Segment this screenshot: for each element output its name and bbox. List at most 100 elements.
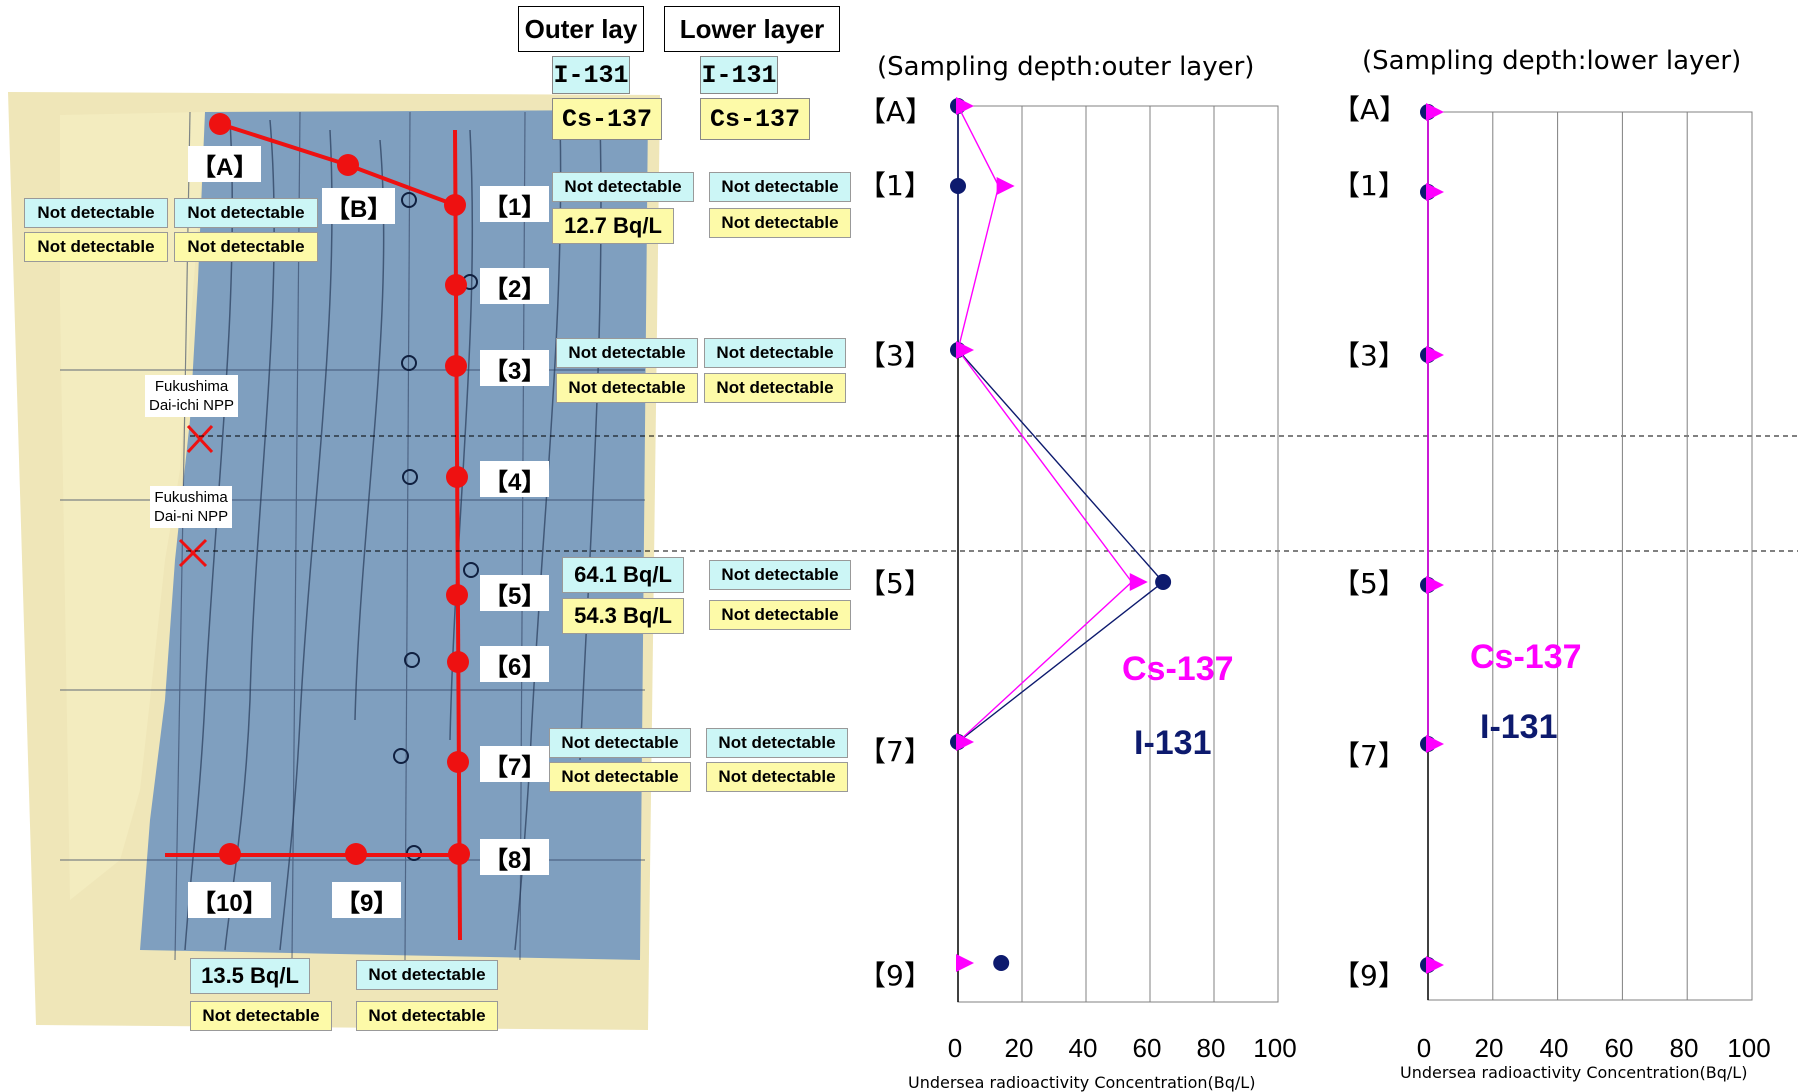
chart2-legend-cs137: Cs-137	[1470, 638, 1582, 676]
s7-i131-lower: Not detectable	[706, 728, 848, 758]
chart2-title: (Sampling depth:lower layer)	[1362, 46, 1742, 76]
ab-cs137-lower: Not detectable	[174, 232, 318, 262]
s1-cs137-outer: 12.7 Bq/L	[552, 208, 674, 244]
station-2-label: 【2】	[480, 268, 550, 304]
sampling-stations	[209, 113, 470, 865]
s3-i131-lower: Not detectable	[704, 338, 846, 368]
chart1-row-3: 【3】	[858, 339, 932, 372]
chart1-point-cs137	[956, 733, 974, 751]
chart2-row-9: 【9】	[1332, 959, 1406, 992]
chart1-point-cs137	[996, 177, 1015, 195]
chart2-row-3: 【3】	[1332, 339, 1406, 372]
ab-i131-outer: Not detectable	[24, 198, 168, 228]
chart1-point-cs137	[956, 954, 974, 972]
chart1-point-cs137	[1129, 573, 1148, 591]
chart1-legend-cs137: Cs-137	[1122, 650, 1234, 688]
station-9-label: 【9】	[332, 882, 402, 918]
chart2-row-7: 【7】	[1332, 739, 1406, 772]
lower-i131-tag: I-131	[700, 56, 778, 94]
chart2-xtick: 80	[1669, 1033, 1699, 1063]
npp1-label-line1: Fukushima	[154, 378, 229, 395]
npp1-label: Fukushima Dai-ichi NPP	[145, 375, 239, 417]
chart2-row-1: 【1】	[1332, 169, 1406, 202]
s5-cs137-outer: 54.3 Bq/L	[562, 598, 684, 634]
depth-contours	[184, 119, 602, 951]
lower-layer-header: Lower layer	[664, 6, 840, 52]
lower-cs137-tag: Cs-137	[700, 98, 810, 140]
s1-cs137-lower: Not detectable	[709, 208, 851, 238]
chart1-row-5: 【5】	[858, 567, 932, 600]
chart1-point-cs137	[956, 97, 974, 115]
chart1-xlabel: Undersea radioactivity Concentration(Bq/…	[908, 1073, 1256, 1092]
chart1-point-i131	[950, 178, 966, 194]
npp-markers	[178, 424, 214, 568]
chart1-title: (Sampling depth:outer layer)	[877, 52, 1255, 82]
chart1-xtick: 20	[1004, 1033, 1034, 1063]
station-4-label: 【4】	[480, 461, 550, 497]
chart1-legend-i131: I-131	[1134, 724, 1212, 762]
chart2-xtick: 20	[1474, 1033, 1504, 1063]
s1-i131-lower: Not detectable	[709, 172, 851, 202]
chart1-xtick: 0	[947, 1033, 963, 1063]
chart2-point-cs137	[1426, 346, 1444, 364]
chart1-point-cs137	[956, 341, 974, 359]
s9-cs137-lower: Not detectable	[356, 1001, 498, 1031]
s9-i131-outer: 13.5 Bq/L	[190, 958, 310, 994]
chart2-row-a: 【A】	[1332, 93, 1408, 126]
chart1-row-9: 【9】	[858, 959, 932, 992]
chart2-point-cs137	[1426, 183, 1444, 201]
chart1-row-7: 【7】	[858, 735, 932, 768]
outer-layer-header: Outer lay	[518, 6, 644, 52]
chart2-point-cs137	[1426, 576, 1444, 594]
s1-i131-outer: Not detectable	[552, 172, 694, 202]
s3-cs137-outer: Not detectable	[556, 373, 698, 403]
ab-i131-lower: Not detectable	[174, 198, 318, 228]
chart2-point-cs137	[1426, 735, 1444, 753]
chart1-xtick: 40	[1068, 1033, 1098, 1063]
chart2-xtick: 40	[1539, 1033, 1569, 1063]
chart2-point-cs137	[1426, 103, 1444, 121]
npp1-label-line2: Dai-ichi NPP	[149, 397, 235, 414]
station-3-label: 【3】	[480, 350, 550, 386]
chart2-row-5: 【5】	[1332, 567, 1406, 600]
chart1-xtick: 80	[1196, 1033, 1226, 1063]
chart1-row-a: 【A】	[858, 95, 934, 128]
chart2-point-cs137	[1426, 956, 1444, 974]
chart2-xlabel: Undersea radioactivity Concentration(Bq/…	[1400, 1063, 1748, 1082]
npp2-label-line1: Fukushima	[154, 489, 228, 506]
s5-cs137-lower: Not detectable	[709, 600, 851, 630]
station-1-label: 【1】	[480, 186, 550, 222]
station-8-label: 【8】	[480, 839, 550, 875]
station-7-label: 【7】	[480, 746, 550, 782]
s7-i131-outer: Not detectable	[549, 728, 691, 758]
chart1-xtick: 60	[1132, 1033, 1162, 1063]
chart1-row-1: 【1】	[858, 169, 932, 202]
station-5-label: 【5】	[480, 575, 550, 611]
station-b-label: 【B】	[322, 188, 396, 224]
station-10-label: 【10】	[188, 882, 271, 918]
outer-i131-tag: I-131	[552, 56, 630, 94]
s9-cs137-outer: Not detectable	[190, 1001, 332, 1031]
s3-i131-outer: Not detectable	[556, 338, 698, 368]
chart2-xtick: 100	[1727, 1033, 1771, 1063]
s9-i131-lower: Not detectable	[356, 960, 498, 990]
chart2-xtick: 0	[1416, 1033, 1432, 1063]
npp2-label-line2: Dai-ni NPP	[154, 508, 229, 525]
chart1-point-i131	[1155, 574, 1172, 590]
s7-cs137-outer: Not detectable	[549, 762, 691, 792]
chart2-xtick: 60	[1604, 1033, 1634, 1063]
outer-cs137-tag: Cs-137	[552, 98, 662, 140]
land-area	[60, 112, 205, 900]
s3-cs137-lower: Not detectable	[704, 373, 846, 403]
s5-i131-lower: Not detectable	[709, 560, 851, 590]
chart2-legend-i131: I-131	[1480, 708, 1558, 746]
station-6-label: 【6】	[480, 646, 550, 682]
s7-cs137-lower: Not detectable	[706, 762, 848, 792]
chart1-xtick: 100	[1253, 1033, 1297, 1063]
survey-points	[393, 192, 479, 861]
s5-i131-outer: 64.1 Bq/L	[562, 557, 684, 593]
chart2-frame	[1427, 111, 1753, 1001]
